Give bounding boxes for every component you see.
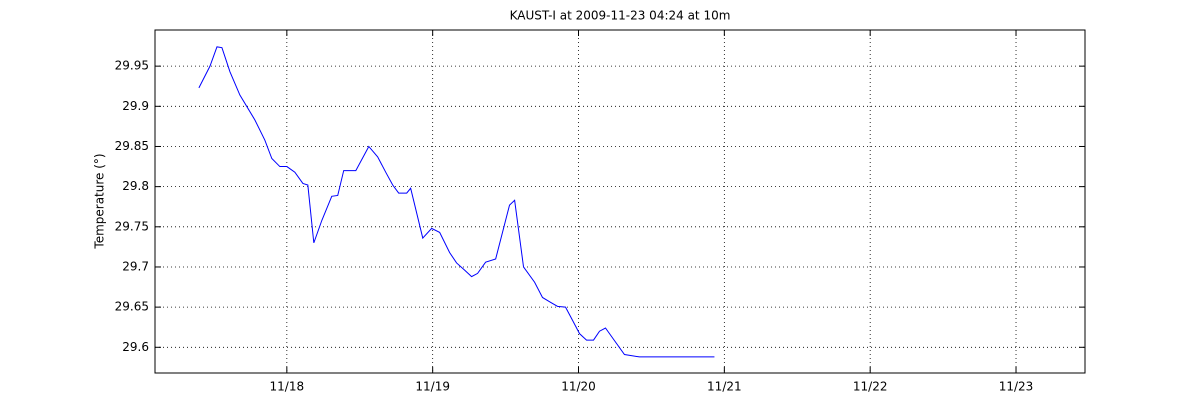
data-line bbox=[198, 46, 715, 358]
x-tick-label: 11/21 bbox=[707, 380, 742, 394]
plot-frame bbox=[154, 29, 1086, 374]
y-tick-label: 29.9 bbox=[122, 99, 149, 113]
x-tick-label: 11/20 bbox=[561, 380, 596, 394]
y-tick-label: 29.8 bbox=[122, 179, 149, 193]
x-tick-label: 11/22 bbox=[853, 380, 888, 394]
y-tick-label: 29.75 bbox=[115, 219, 149, 233]
chart-title: KAUST-I at 2009-11-23 04:24 at 10m bbox=[510, 9, 731, 23]
y-tick-label: 29.65 bbox=[115, 300, 149, 314]
y-tick-label: 29.7 bbox=[122, 259, 149, 273]
x-tick-label: 11/18 bbox=[270, 380, 305, 394]
y-tick-label: 29.95 bbox=[115, 59, 149, 73]
x-tick-label: 11/23 bbox=[999, 380, 1034, 394]
y-tick-label: 29.85 bbox=[115, 139, 149, 153]
x-tick-label: 11/19 bbox=[415, 380, 450, 394]
y-tick-label: 29.6 bbox=[122, 340, 149, 354]
y-axis-label: Temperature (°) bbox=[93, 153, 107, 249]
